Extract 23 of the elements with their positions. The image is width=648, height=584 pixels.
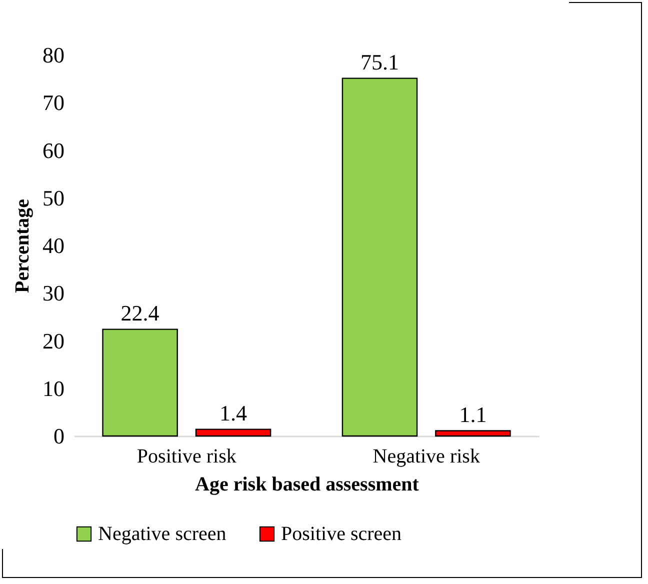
legend-label: Negative screen	[98, 523, 226, 545]
x-axis-title: Age risk based assessment	[195, 474, 420, 496]
x-tick-label: Positive risk	[136, 446, 236, 468]
y-tick-label: 40	[42, 233, 64, 258]
data-label: 22.4	[120, 300, 160, 326]
data-label: 75.1	[360, 49, 399, 74]
y-tick-label: 10	[42, 376, 64, 401]
bar	[435, 430, 511, 437]
y-tick-label: 20	[42, 328, 64, 354]
y-tick-label: 60	[42, 138, 64, 163]
y-tick-label: 0	[54, 424, 64, 448]
legend-label: Positive screen	[281, 523, 402, 545]
y-tick-label: 70	[42, 90, 64, 116]
bar	[342, 78, 418, 437]
y-tick-label: 50	[42, 185, 64, 210]
y-tick-label: 30	[42, 280, 64, 306]
x-tick-label: Negative risk	[372, 446, 480, 468]
y-axis-title: Percentage	[12, 198, 34, 294]
y-tick-label: 80	[42, 42, 64, 68]
bar	[195, 428, 272, 437]
data-label: 1.1	[459, 402, 487, 427]
bar	[102, 328, 178, 437]
data-label: 1.4	[220, 400, 248, 426]
